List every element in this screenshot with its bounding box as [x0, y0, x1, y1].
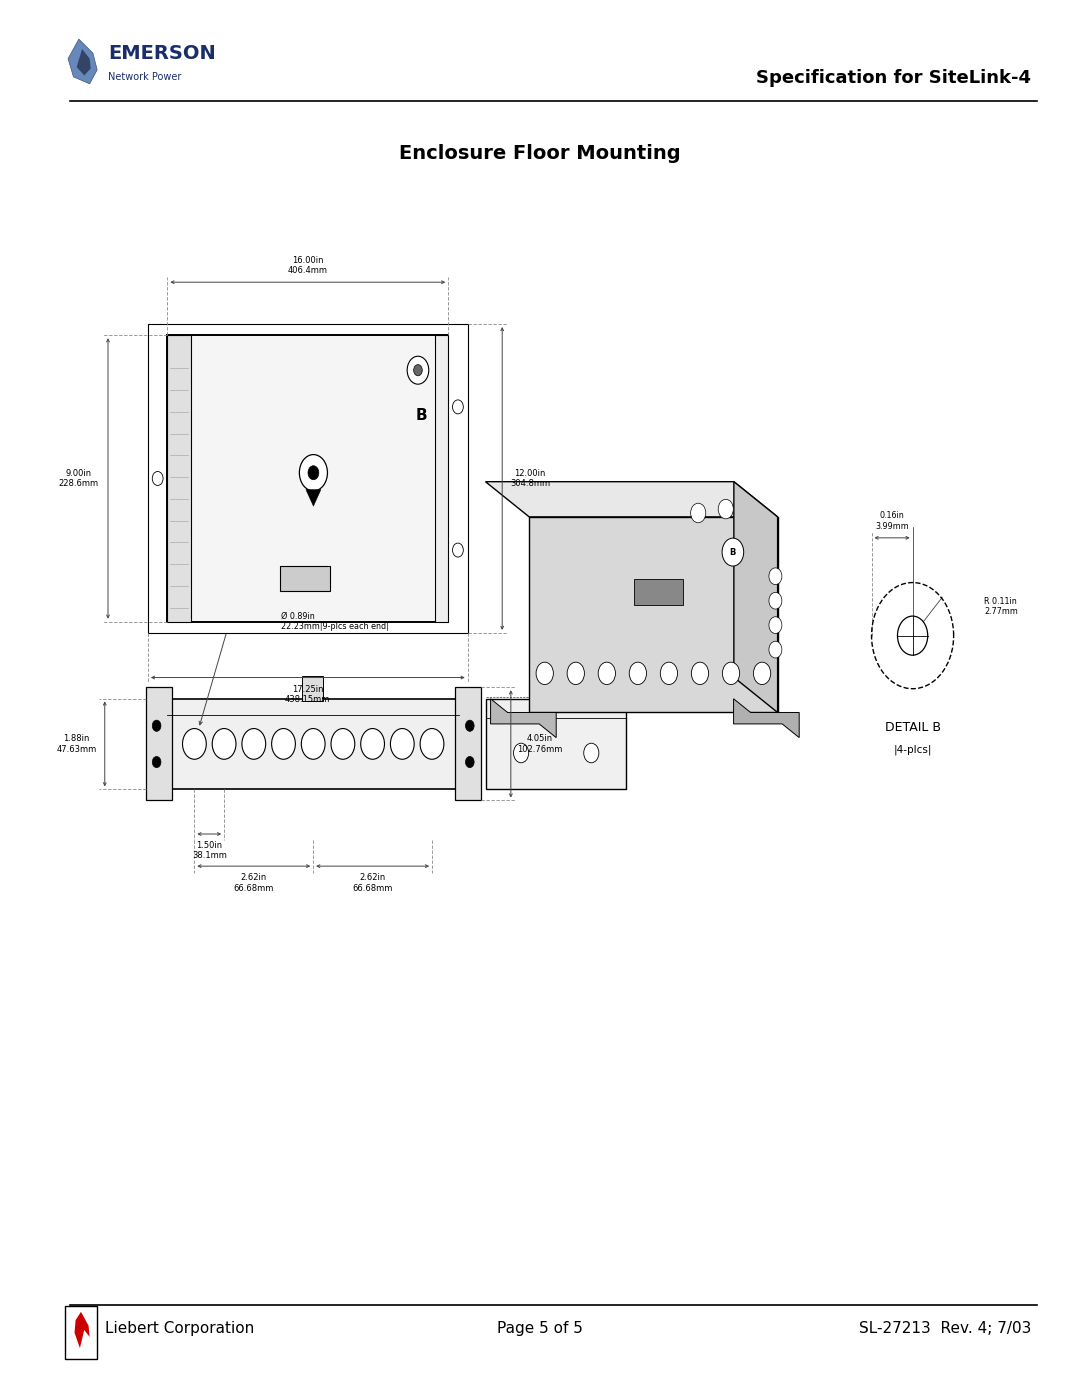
Circle shape [152, 757, 161, 768]
Bar [486, 698, 626, 789]
Text: B: B [730, 548, 737, 556]
Circle shape [536, 662, 553, 685]
Circle shape [152, 721, 161, 732]
Text: Enclosure Floor Mounting: Enclosure Floor Mounting [400, 144, 680, 163]
Polygon shape [75, 1312, 90, 1348]
Circle shape [301, 729, 325, 759]
Bar [542, 679, 562, 701]
Circle shape [272, 729, 296, 759]
Polygon shape [306, 489, 321, 506]
Circle shape [183, 729, 206, 759]
Text: 0.16in
3.99mm: 0.16in 3.99mm [875, 511, 909, 531]
Circle shape [212, 729, 235, 759]
Circle shape [453, 543, 463, 557]
Circle shape [769, 616, 782, 633]
Circle shape [407, 356, 429, 384]
Circle shape [584, 743, 599, 763]
Bar [167, 335, 448, 622]
Text: R 0.11in
2.77mm: R 0.11in 2.77mm [984, 597, 1017, 616]
Circle shape [453, 400, 463, 414]
Circle shape [630, 662, 647, 685]
Circle shape [152, 471, 163, 486]
Circle shape [754, 662, 771, 685]
Circle shape [514, 743, 529, 763]
Circle shape [420, 729, 444, 759]
Circle shape [723, 538, 744, 566]
Bar [148, 324, 468, 633]
Bar [65, 1306, 97, 1359]
Polygon shape [490, 698, 556, 738]
Circle shape [465, 757, 474, 768]
Circle shape [567, 662, 584, 685]
Circle shape [660, 662, 677, 685]
Circle shape [598, 662, 616, 685]
Text: Network Power: Network Power [108, 71, 181, 82]
Text: Specification for SiteLink-4: Specification for SiteLink-4 [756, 70, 1031, 87]
Text: 2.62in
66.68mm: 2.62in 66.68mm [233, 873, 274, 893]
Text: SL-27213  Rev. 4; 7/03: SL-27213 Rev. 4; 7/03 [859, 1322, 1031, 1336]
Circle shape [769, 567, 782, 584]
Bar [455, 687, 481, 800]
Circle shape [769, 592, 782, 609]
Text: 9.00in
228.6mm: 9.00in 228.6mm [58, 469, 99, 488]
Text: 1.88in
47.63mm: 1.88in 47.63mm [56, 735, 97, 753]
Circle shape [691, 662, 708, 685]
Circle shape [723, 662, 740, 685]
Bar [167, 698, 459, 789]
Text: 12.00in
304.8mm: 12.00in 304.8mm [510, 469, 551, 488]
Polygon shape [733, 698, 799, 738]
Circle shape [299, 454, 327, 490]
Bar [435, 335, 448, 622]
Polygon shape [529, 517, 778, 712]
Text: Ø 0.89in
22.23mm|9-plcs each end|: Ø 0.89in 22.23mm|9-plcs each end| [281, 612, 389, 631]
Circle shape [897, 616, 928, 655]
Circle shape [242, 729, 266, 759]
Polygon shape [486, 482, 778, 517]
Text: 1.50in
38.1mm: 1.50in 38.1mm [192, 841, 227, 861]
Bar [280, 566, 330, 591]
Text: 2.62in
66.68mm: 2.62in 66.68mm [352, 873, 393, 893]
Circle shape [465, 721, 474, 732]
Text: EMERSON: EMERSON [108, 43, 216, 63]
Text: 4.05in
102.76mm: 4.05in 102.76mm [517, 735, 563, 753]
Polygon shape [734, 482, 778, 712]
Circle shape [308, 465, 319, 479]
Text: B: B [416, 408, 427, 423]
Polygon shape [634, 580, 684, 605]
Circle shape [691, 503, 706, 522]
Circle shape [330, 729, 354, 759]
Text: Liebert Corporation: Liebert Corporation [105, 1322, 254, 1336]
Circle shape [718, 499, 733, 518]
Polygon shape [77, 49, 91, 75]
Text: 16.00in
406.4mm: 16.00in 406.4mm [287, 256, 328, 275]
Circle shape [391, 729, 415, 759]
Bar [146, 687, 172, 800]
Text: 17.25in
438.15mm: 17.25in 438.15mm [285, 685, 330, 704]
Circle shape [414, 365, 422, 376]
Text: DETAIL B: DETAIL B [885, 721, 941, 735]
Text: |4-plcs|: |4-plcs| [893, 745, 932, 756]
Polygon shape [68, 39, 97, 84]
Text: Page 5 of 5: Page 5 of 5 [497, 1322, 583, 1336]
Bar [301, 676, 323, 701]
Bar [167, 335, 191, 622]
Circle shape [361, 729, 384, 759]
Circle shape [769, 641, 782, 658]
